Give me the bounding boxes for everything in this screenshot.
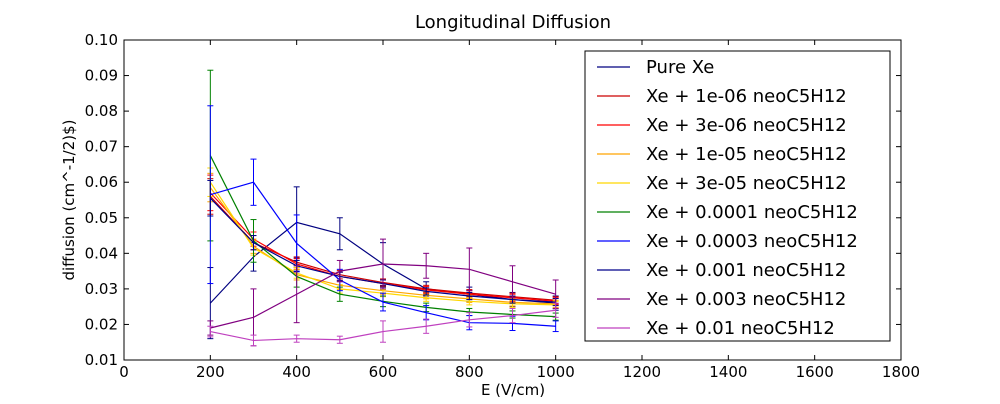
legend-label: Xe + 0.0001 neoC5H12 <box>646 202 858 223</box>
x-axis-label: E (V/cm) <box>481 381 545 399</box>
y-tick-label: 0.09 <box>85 67 118 85</box>
y-tick-label: 0.01 <box>85 351 118 369</box>
x-tick-label: 1200 <box>623 363 661 381</box>
series-layer <box>207 69 559 347</box>
legend-label: Xe + 3e-06 neoC5H12 <box>646 115 847 136</box>
x-tick-label: 800 <box>455 363 484 381</box>
legend: Pure Xe Xe + 1e-06 neoC5H12 Xe + 3e-06 neo… <box>584 50 891 342</box>
legend-label: Xe + 0.001 neoC5H12 <box>646 260 846 281</box>
x-tick-label: 1600 <box>796 363 834 381</box>
legend-label: Xe + 1e-05 neoC5H12 <box>646 144 847 165</box>
y-tick-label: 0.06 <box>85 173 118 191</box>
plot-frame <box>123 39 902 361</box>
x-tick-label: 400 <box>282 363 311 381</box>
legend-label: Xe + 3e-05 neoC5H12 <box>646 173 847 194</box>
y-tick-label: 0.10 <box>85 31 118 49</box>
series-line <box>210 309 556 342</box>
legend-label: Pure Xe <box>646 57 714 78</box>
x-tick-label: 0 <box>119 363 129 381</box>
x-tick-label: 1800 <box>882 363 920 381</box>
legend-label: Xe + 0.003 neoC5H12 <box>646 289 846 310</box>
x-tick-label: 200 <box>196 363 225 381</box>
chart-title: Longitudinal Diffusion <box>415 12 611 33</box>
legend-box <box>584 50 891 342</box>
y-tick-label: 0.03 <box>85 280 118 298</box>
series-line <box>210 263 556 329</box>
series-line <box>210 181 556 327</box>
x-tick-label: 1000 <box>537 363 575 381</box>
x-tick-label: 600 <box>369 363 398 381</box>
ticks-layer: 0 200 400 600 800 1000 1200 1400 1600 1800 0.01 0.0… <box>85 31 921 381</box>
y-axis-label: diffusion (cm^-1/2)$) <box>60 119 78 280</box>
legend-label: Xe + 0.0003 neoC5H12 <box>646 231 858 252</box>
y-tick-label: 0.02 <box>85 315 118 333</box>
series-9 <box>207 302 559 347</box>
y-tick-label: 0.05 <box>85 209 118 227</box>
y-tick-label: 0.08 <box>85 102 118 120</box>
y-tick-label: 0.07 <box>85 138 118 156</box>
legend-label: Xe + 0.01 neoC5H12 <box>646 318 835 339</box>
legend-label: Xe + 1e-06 neoC5H12 <box>646 86 847 107</box>
y-tick-label: 0.04 <box>85 244 118 262</box>
x-tick-label: 1400 <box>709 363 747 381</box>
